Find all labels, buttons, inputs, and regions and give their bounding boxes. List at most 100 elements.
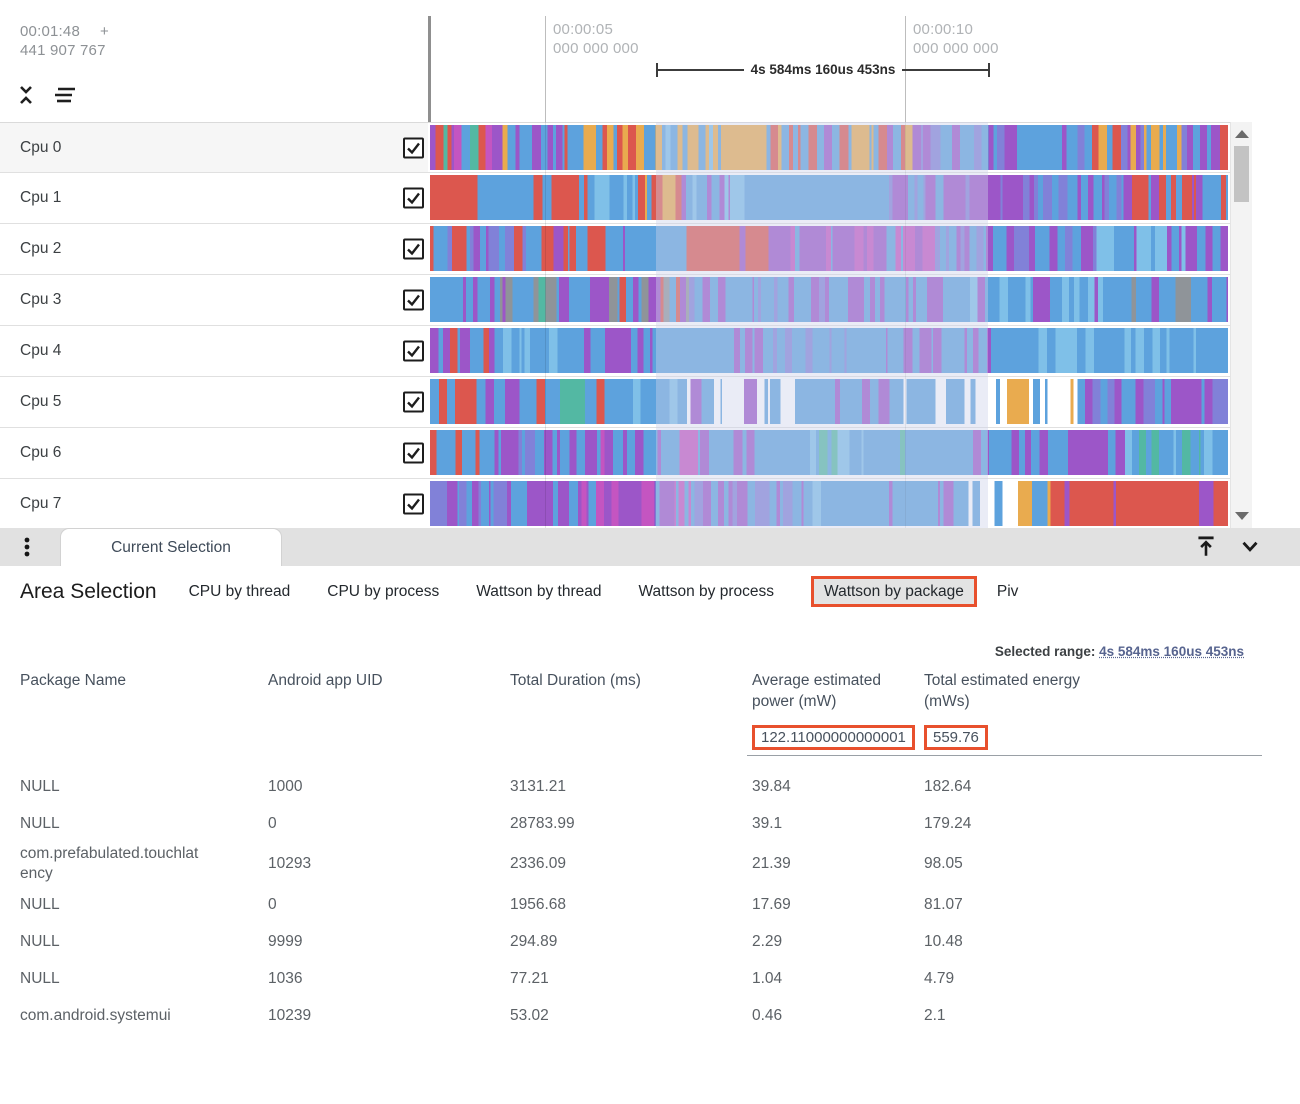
cell-uid: 0 <box>268 895 277 913</box>
track-row-cpu-1[interactable]: Cpu 1 <box>0 173 1252 224</box>
cell-energy: 182.64 <box>924 777 972 795</box>
table-row: NULL 1000 3131.21 39.84 182.64 <box>20 768 1255 805</box>
ruler-tick-label-10s: 00:00:10 000 000 000 <box>913 21 999 57</box>
scroll-up-icon[interactable] <box>1234 130 1249 138</box>
collapse-tracks-icon[interactable] <box>12 82 40 110</box>
selected-range-value-link[interactable]: 4s 584ms 160us 453ns <box>1099 644 1244 659</box>
track-label: Cpu 1 <box>20 189 62 206</box>
scrollbar-thumb[interactable] <box>1234 146 1249 202</box>
area-selection-tabs: Area Selection CPU by thread CPU by proce… <box>20 576 1056 607</box>
cell-uid: 1036 <box>268 969 303 987</box>
track-slices-canvas[interactable] <box>430 481 1228 526</box>
cell-power: 39.84 <box>752 777 791 795</box>
range-marker-left-cap <box>656 62 658 77</box>
track-label: Cpu 6 <box>20 444 62 461</box>
selected-range: Selected range: 4s 584ms 160us 453ns <box>995 644 1244 659</box>
table-row: NULL 0 1956.68 17.69 81.07 <box>20 886 1255 923</box>
cell-duration: 3131.21 <box>510 777 567 795</box>
track-row-cpu-6[interactable]: Cpu 6 <box>0 428 1252 479</box>
track-row-cpu-7[interactable]: Cpu 7 <box>0 479 1252 530</box>
track-pane-divider <box>428 16 431 122</box>
track-row-cpu-2[interactable]: Cpu 2 <box>0 224 1252 275</box>
track-row-cpu-0[interactable]: Cpu 0 <box>0 122 1252 173</box>
detail-tab-piv[interactable]: Piv <box>996 583 1019 600</box>
track-label-cell: Cpu 3 <box>0 275 428 325</box>
track-row-cpu-3[interactable]: Cpu 3 <box>0 275 1252 326</box>
vertical-align-top-icon <box>1198 536 1214 556</box>
cell-energy: 179.24 <box>924 814 972 832</box>
track-slices-canvas[interactable] <box>430 226 1228 271</box>
table-summary-row: 122.11000000000001 559.76 <box>20 720 1262 756</box>
track-slices-canvas[interactable] <box>430 277 1228 322</box>
cell-energy: 2.1 <box>924 1006 946 1024</box>
sort-lines-icon <box>55 87 75 102</box>
cell-package: NULL <box>20 895 60 913</box>
column-header-package-name[interactable]: Package Name <box>20 672 126 689</box>
track-checkbox[interactable] <box>403 238 424 260</box>
cell-duration: 53.02 <box>510 1006 549 1024</box>
cell-energy: 4.79 <box>924 969 955 987</box>
detail-tab-wattson-by-process[interactable]: Wattson by process <box>638 583 775 600</box>
track-checkbox[interactable] <box>403 187 424 209</box>
summary-average-power: 122.11000000000001 <box>752 724 915 750</box>
detail-tab-cpu-by-thread[interactable]: CPU by thread <box>188 583 291 600</box>
track-label: Cpu 3 <box>20 291 62 308</box>
track-slices-canvas[interactable] <box>430 430 1228 475</box>
collapse-panel-button[interactable] <box>1236 533 1264 561</box>
cell-package: com.android.systemui <box>20 1006 171 1024</box>
tab-current-selection[interactable]: Current Selection <box>60 528 282 566</box>
tracks-scrollbar[interactable] <box>1230 122 1252 528</box>
track-checkbox[interactable] <box>403 493 424 515</box>
expand-panel-to-top-button[interactable] <box>1192 533 1220 561</box>
column-header-average-power[interactable]: Average estimated power (mW) <box>752 672 881 710</box>
track-label-cell: Cpu 6 <box>0 428 428 478</box>
column-header-total-energy[interactable]: Total estimated energy (mWs) <box>924 672 1080 710</box>
cell-duration: 28783.99 <box>510 814 575 832</box>
track-slices-canvas[interactable] <box>430 328 1228 373</box>
origin-fraction: 441 907 767 <box>20 42 106 59</box>
track-checkbox[interactable] <box>403 391 424 413</box>
detail-tab-wattson-by-package[interactable]: Wattson by package <box>811 576 977 607</box>
detail-panel: Area Selection CPU by thread CPU by proce… <box>0 566 1300 1104</box>
unfold-less-icon <box>20 85 32 104</box>
checkmark-icon <box>407 294 420 307</box>
track-slices-canvas[interactable] <box>430 379 1228 424</box>
column-header-android-app-uid[interactable]: Android app UID <box>268 672 383 689</box>
track-checkbox[interactable] <box>403 442 424 464</box>
cell-duration: 1956.68 <box>510 895 567 913</box>
track-row-cpu-5[interactable]: Cpu 5 <box>0 377 1252 428</box>
column-header-total-duration[interactable]: Total Duration (ms) <box>510 672 641 689</box>
track-label: Cpu 4 <box>20 342 62 359</box>
cell-package: NULL <box>20 814 60 832</box>
scroll-down-icon[interactable] <box>1234 512 1249 520</box>
track-row-cpu-4[interactable]: Cpu 4 <box>0 326 1252 377</box>
track-checkbox[interactable] <box>403 289 424 311</box>
cell-uid: 9999 <box>268 932 303 950</box>
panel-menu-icon[interactable] <box>20 533 46 561</box>
track-slices-canvas[interactable] <box>430 175 1228 220</box>
range-marker-right-cap <box>988 62 990 77</box>
track-label: Cpu 7 <box>20 495 62 512</box>
ruler-tick-5s <box>545 16 546 122</box>
detail-tab-wattson-by-thread[interactable]: Wattson by thread <box>476 583 602 600</box>
detail-tab-list: CPU by thread CPU by process Wattson by th… <box>188 576 1056 607</box>
cell-power: 2.29 <box>752 932 783 950</box>
track-label: Cpu 5 <box>20 393 62 410</box>
cell-duration: 77.21 <box>510 969 549 987</box>
track-checkbox[interactable] <box>403 137 424 158</box>
cell-energy: 98.05 <box>924 855 963 872</box>
track-slices-canvas[interactable] <box>430 125 1228 170</box>
detail-tab-cpu-by-process[interactable]: CPU by process <box>327 583 440 600</box>
track-label-cell: Cpu 2 <box>0 224 428 274</box>
cell-power: 1.04 <box>752 969 783 987</box>
cell-duration: 294.89 <box>510 932 558 950</box>
table-header-row: Package Name Android app UID Total Durat… <box>20 664 1255 712</box>
cell-package: com.prefabulated.touchlatency <box>20 845 199 882</box>
ruler-tick-label-5s: 00:00:05 000 000 000 <box>553 21 639 57</box>
track-checkbox[interactable] <box>403 340 424 362</box>
sort-tracks-icon[interactable] <box>50 82 78 110</box>
range-marker-line <box>658 68 744 71</box>
track-label: Cpu 0 <box>20 138 62 156</box>
table-row: NULL 0 28783.99 39.1 179.24 <box>20 805 1255 842</box>
